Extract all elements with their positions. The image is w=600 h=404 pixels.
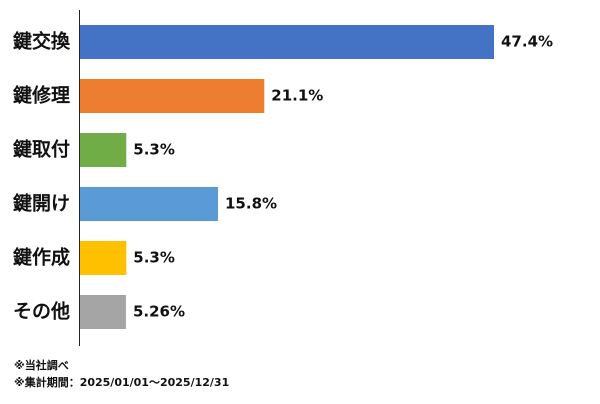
bar <box>80 187 218 221</box>
bar <box>80 241 127 275</box>
value-label: 15.8% <box>225 195 277 213</box>
bar <box>80 133 127 167</box>
category-label: 鍵開け <box>13 192 70 215</box>
value-label: 5.26% <box>133 303 185 321</box>
value-label: 47.4% <box>501 33 553 51</box>
category-label: その他 <box>13 300 70 323</box>
value-label: 5.3% <box>133 249 175 267</box>
value-label: 5.3% <box>133 141 175 159</box>
bar <box>80 79 265 113</box>
category-label: 鍵交換 <box>13 30 71 53</box>
note: ※集計期間：2025/01/01〜2025/12/31 <box>14 375 229 389</box>
category-label: 鍵作成 <box>13 246 70 269</box>
category-label: 鍵取付 <box>13 138 70 161</box>
note: ※当社調べ <box>14 358 69 372</box>
bar <box>80 25 494 59</box>
value-label: 21.1% <box>271 87 323 105</box>
category-label: 鍵修理 <box>13 84 70 107</box>
bar <box>80 295 126 329</box>
